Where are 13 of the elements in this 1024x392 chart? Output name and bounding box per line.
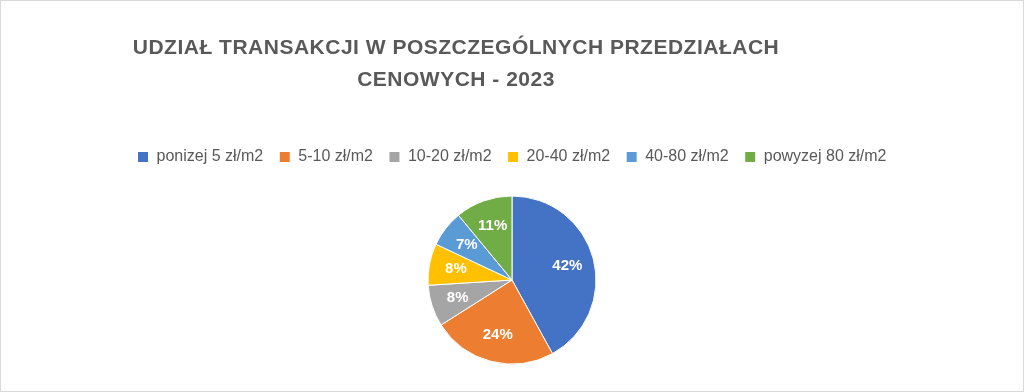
data-label: 24% (482, 325, 513, 343)
legend-label: ponizej 5 zł/m2 (156, 147, 264, 165)
data-label: 42% (552, 255, 583, 273)
legend-label: 40-80 zł/m2 (645, 147, 729, 165)
data-label: 11% (478, 216, 508, 234)
chart-title: UDZIAŁ TRANSAKCJI W POSZCZEGÓLNYCH PRZEDZIAŁACH CENOWYCH - 2023 (131, 34, 781, 92)
data-label: 8% (446, 287, 469, 305)
data-label: 8% (445, 259, 467, 277)
data-label: 7% (456, 235, 478, 253)
legend-label: 5-10 zł/m2 (298, 147, 374, 165)
legend-label: 20-40 zł/m2 (526, 147, 611, 165)
legend-label: powyzej 80 zł/m2 (763, 147, 887, 165)
legend-label: 10-20 zł/m2 (407, 147, 492, 165)
